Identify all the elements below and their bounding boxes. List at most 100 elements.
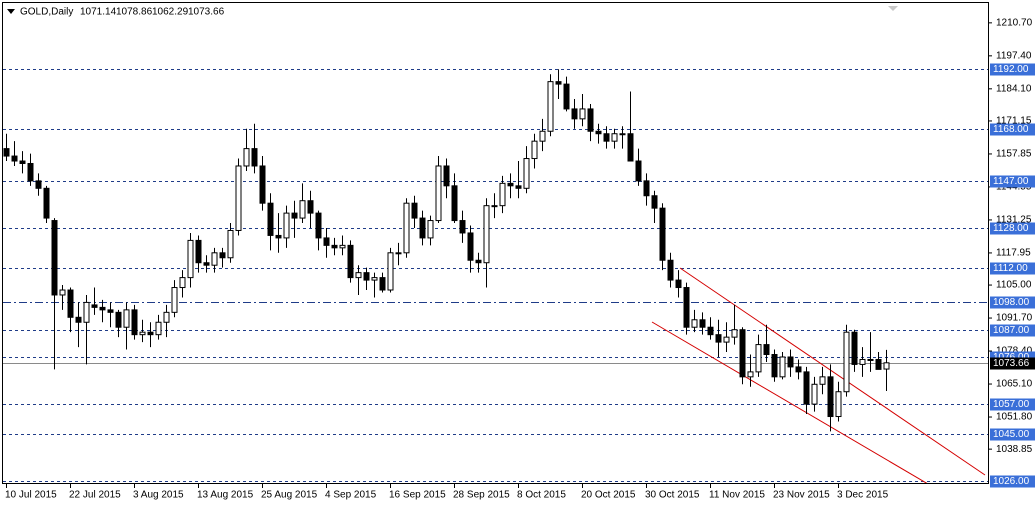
candle-body	[99, 306, 106, 311]
x-tick-label: 22 Jul 2015	[69, 490, 121, 501]
last-price-box	[990, 357, 1035, 370]
candle	[875, 352, 882, 370]
x-tick-label: 28 Sep 2015	[453, 490, 510, 501]
candle-body	[587, 108, 594, 132]
candle	[555, 69, 562, 100]
candle	[43, 185, 50, 224]
candle	[563, 76, 570, 112]
plot-frame	[2, 2, 989, 484]
candle	[883, 349, 890, 392]
candle	[715, 319, 722, 357]
candle-body	[483, 205, 490, 264]
candle	[467, 225, 474, 273]
header: GOLD,Daily 1071.14 1078.86 1062.29 1073.…	[20, 7, 225, 18]
candle-body	[315, 212, 322, 239]
candle-body	[803, 371, 810, 405]
candle	[379, 272, 386, 293]
candle-body	[843, 331, 850, 393]
candle	[531, 133, 538, 169]
level-label: 1128.00	[993, 223, 1029, 234]
candle-body	[491, 205, 498, 208]
level-label: 1057.00	[993, 399, 1030, 410]
candle-body	[67, 289, 74, 318]
candle	[235, 158, 242, 236]
candle-body	[195, 239, 202, 264]
candle-body	[667, 259, 674, 281]
candle-body	[451, 185, 458, 222]
header-low: 1062.29	[152, 7, 189, 18]
candle	[51, 218, 58, 370]
scroll-marker[interactable]	[888, 6, 898, 11]
y-tick-label: 1038.85	[996, 444, 1033, 455]
candle	[155, 314, 162, 340]
candle-body	[243, 148, 250, 167]
candle	[91, 287, 98, 315]
candle-body	[443, 165, 450, 187]
level-label-box	[990, 175, 1035, 188]
candle	[163, 304, 170, 338]
menu-arrow[interactable]	[7, 9, 15, 14]
y-tick-label: 1210.70	[996, 17, 1033, 28]
candle-body	[859, 358, 866, 365]
y-tick-label: 1065.10	[996, 379, 1033, 390]
candle	[523, 146, 530, 194]
candle	[131, 304, 138, 340]
candle	[331, 237, 338, 256]
candle	[315, 210, 322, 251]
x-tick-label: 16 Sep 2015	[389, 490, 446, 501]
candle-body	[827, 376, 834, 418]
candle	[595, 123, 602, 144]
candle	[787, 349, 794, 377]
candle	[643, 173, 650, 206]
candle	[739, 327, 746, 385]
candle	[699, 312, 706, 335]
candle-body	[419, 217, 426, 239]
candle	[731, 304, 738, 345]
candle-body	[611, 133, 618, 142]
level-label-box	[990, 123, 1035, 136]
candle-body	[203, 262, 210, 266]
candle	[19, 151, 26, 174]
candle-body	[283, 212, 290, 239]
candle	[387, 247, 394, 293]
candle	[195, 235, 202, 273]
level-label: 1045.00	[993, 429, 1030, 440]
candle-body	[523, 158, 530, 189]
candle	[123, 302, 130, 350]
candle	[115, 309, 122, 338]
candle	[451, 173, 458, 224]
candle	[395, 242, 402, 266]
candle	[11, 141, 18, 166]
y-tick-label: 1078.40	[996, 346, 1033, 357]
candle-body	[619, 133, 626, 136]
candle	[587, 103, 594, 142]
x-tick-label: 23 Nov 2015	[773, 490, 830, 501]
y-tick-label: 1171.15	[996, 116, 1032, 127]
candle	[867, 332, 874, 372]
candle-body	[363, 272, 370, 281]
candle-body	[699, 319, 706, 328]
candle-body	[339, 244, 346, 249]
level-label-box	[990, 398, 1035, 411]
candle	[3, 133, 10, 162]
candle-body	[715, 334, 722, 343]
candle	[59, 285, 66, 310]
y-tick-label: 1131.25	[996, 215, 1032, 226]
candle-body	[659, 207, 666, 261]
candle	[139, 319, 146, 343]
candle-body	[115, 311, 122, 328]
candle	[27, 153, 34, 186]
candle-body	[435, 165, 442, 222]
candle-body	[323, 237, 330, 246]
candle	[667, 252, 674, 288]
candle-body	[603, 133, 610, 142]
candle	[203, 255, 210, 273]
candle	[107, 302, 114, 328]
candle	[251, 123, 258, 174]
levels	[3, 69, 988, 482]
candle-body	[779, 356, 786, 378]
candle-body	[531, 140, 538, 160]
candle-body	[275, 234, 282, 239]
candle	[827, 364, 834, 432]
candle-body	[499, 182, 506, 207]
